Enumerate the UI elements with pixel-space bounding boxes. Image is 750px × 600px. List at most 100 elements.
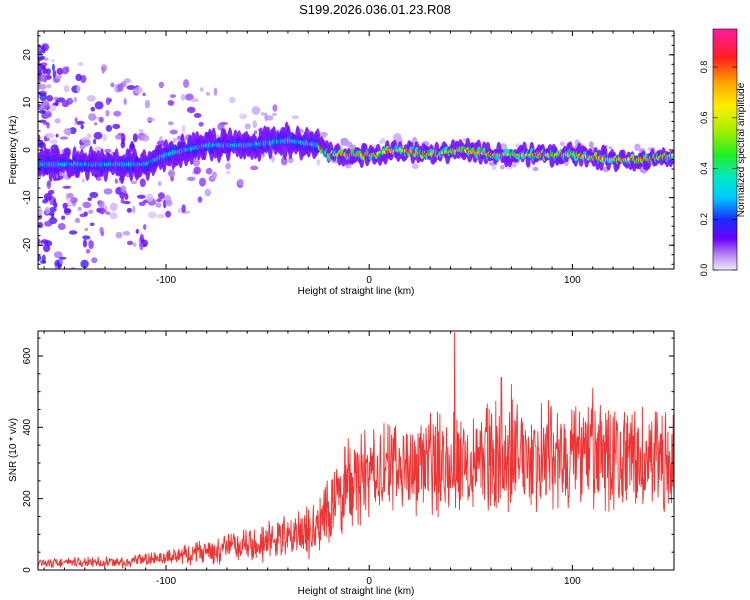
spectrogram-noise-blob	[250, 165, 259, 171]
spectrogram-noise-blob	[67, 192, 74, 199]
spectrogram-noise-blob	[84, 227, 89, 232]
spectrogram-noise-blob	[115, 187, 120, 195]
spectrogram-noise-blob	[271, 154, 275, 163]
spectrogram-noise-blob	[40, 100, 50, 109]
spectrogram-noise-blob	[226, 170, 231, 175]
spectrogram-noise-blob	[80, 124, 84, 130]
spectrogram-noise-blob	[199, 87, 204, 92]
spectrogram-noise-blob	[252, 120, 257, 129]
spectrogram-x-tick-label: 100	[564, 275, 581, 286]
spectrogram-noise-blob	[172, 137, 177, 143]
spectrogram-noise-blob	[87, 197, 92, 202]
spectrogram-noise-blob	[101, 66, 106, 74]
spectrogram-x-tick-label: 0	[366, 275, 372, 286]
spectrogram-noise-blob	[75, 73, 82, 82]
spectrogram-noise-blob	[165, 210, 172, 218]
spectrogram-noise-blob	[94, 146, 102, 153]
spectrogram-noise-blob	[83, 139, 91, 147]
spectrogram-noise-blob	[180, 94, 187, 101]
spectrogram-noise-blob	[291, 115, 299, 120]
spectrogram-noise-blob	[115, 134, 122, 140]
spectrogram-noise-blob	[105, 124, 113, 132]
spectrogram-noise-blob	[138, 129, 144, 133]
spectrogram-noise-blob	[68, 230, 78, 235]
spectrogram-noise-blob	[98, 200, 105, 209]
spectrogram-noise-blob	[38, 103, 42, 108]
spectrogram-noise-blob	[95, 177, 102, 181]
spectrogram-noise-blob	[190, 98, 199, 103]
spectrogram-noise-blob	[94, 122, 98, 126]
spectrogram-noise-blob	[515, 143, 520, 148]
spectrogram-noise-blob	[260, 112, 266, 116]
spectrogram-noise-blob	[197, 196, 203, 203]
spectrogram-noise-blob	[55, 74, 63, 80]
spectrogram-noise-blob	[54, 118, 61, 124]
spectrogram-noise-blob	[186, 106, 196, 114]
colorbar-tick-label: 0.8	[699, 61, 709, 74]
colorbar-tick-label: 0.6	[699, 112, 709, 125]
spectrogram-x-label: Height of straight line (km)	[298, 286, 415, 297]
spectrogram-noise-blob	[95, 116, 100, 120]
spectrogram-noise-blob	[113, 110, 122, 117]
spectrogram-noise-blob	[144, 99, 151, 109]
spectrogram-noise-blob	[155, 202, 162, 208]
spectrogram-noise-blob	[61, 66, 69, 75]
spectrogram-noise-blob	[140, 182, 144, 186]
colorbar-tick-label: 0.2	[699, 213, 709, 226]
spectrogram-noise-blob	[69, 267, 77, 269]
spectrogram-noise-blob	[181, 204, 186, 213]
spectrogram-noise-blob	[105, 211, 111, 216]
spectrogram-noise-blob	[229, 96, 236, 104]
colorbar-tick-label: 0.0	[699, 264, 709, 277]
spectrogram-noise-blob	[35, 277, 43, 284]
spectrogram-noise-blob	[99, 226, 104, 234]
snr-y-tick-label: 600	[22, 347, 33, 364]
spectrogram-noise-blob	[109, 212, 118, 220]
spectrogram-noise-blob	[117, 83, 124, 92]
spectrogram-noise-blob	[88, 209, 94, 214]
spectrogram-noise-blob	[43, 278, 50, 281]
spectrogram-noise-blob	[39, 92, 47, 102]
spectrogram-noise-blob	[44, 206, 51, 215]
spectrogram-noise-blob	[239, 113, 248, 120]
spectrogram-noise-blob	[86, 95, 96, 102]
spectrogram-noise-blob	[608, 146, 613, 150]
spectrogram-noise-blob	[146, 193, 154, 203]
spectrogram-noise-blob	[63, 128, 72, 136]
spectrogram-noise-blob	[62, 185, 72, 189]
spectrogram-noise-blob	[98, 116, 104, 123]
spectrogram-noise-blob	[148, 211, 157, 219]
spectrogram-noise-blob	[61, 100, 70, 108]
spectrogram-noise-blob	[130, 180, 138, 185]
spectrogram-noise-blob	[39, 55, 45, 60]
spectrogram-x-tick-label: -100	[156, 275, 176, 286]
spectrogram-noise-blob	[89, 191, 99, 199]
spectrogram-noise-blob	[559, 141, 565, 147]
spectrogram-noise-blob	[181, 124, 186, 134]
snr-x-tick-label: 100	[564, 576, 581, 587]
spectrogram-noise-blob	[79, 213, 86, 218]
snr-x-tick-label: 0	[366, 576, 372, 587]
spectrogram-noise-blob	[126, 85, 136, 90]
spectrogram-noise-blob	[124, 193, 129, 201]
spectrogram-noise-blob	[52, 198, 57, 208]
spectrogram-noise-blob	[38, 254, 42, 262]
spectrogram-noise-blob	[61, 215, 66, 220]
spectrogram-noise-blob	[532, 166, 539, 172]
snr-frame	[37, 330, 675, 571]
spectrogram-noise-blob	[272, 104, 278, 112]
spectrogram-noise-blob	[93, 131, 103, 140]
spectrogram-y-tick-label: -10	[22, 190, 33, 205]
spectrogram-noise-blob	[136, 194, 146, 199]
spectrogram-noise-blob	[170, 94, 176, 99]
spectrogram-noise-blob	[110, 82, 115, 88]
spectrogram-noise-blob	[102, 133, 108, 142]
spectrogram-noise-blob	[38, 222, 44, 229]
spectrogram-noise-blob	[51, 63, 55, 72]
snr-y-tick-label: 200	[22, 490, 33, 507]
spectrogram-noise-blob	[157, 192, 165, 200]
spectrogram-noise-blob	[41, 254, 46, 263]
spectrogram-noise-blob	[38, 83, 47, 90]
spectrogram-noise-blob	[193, 166, 201, 175]
